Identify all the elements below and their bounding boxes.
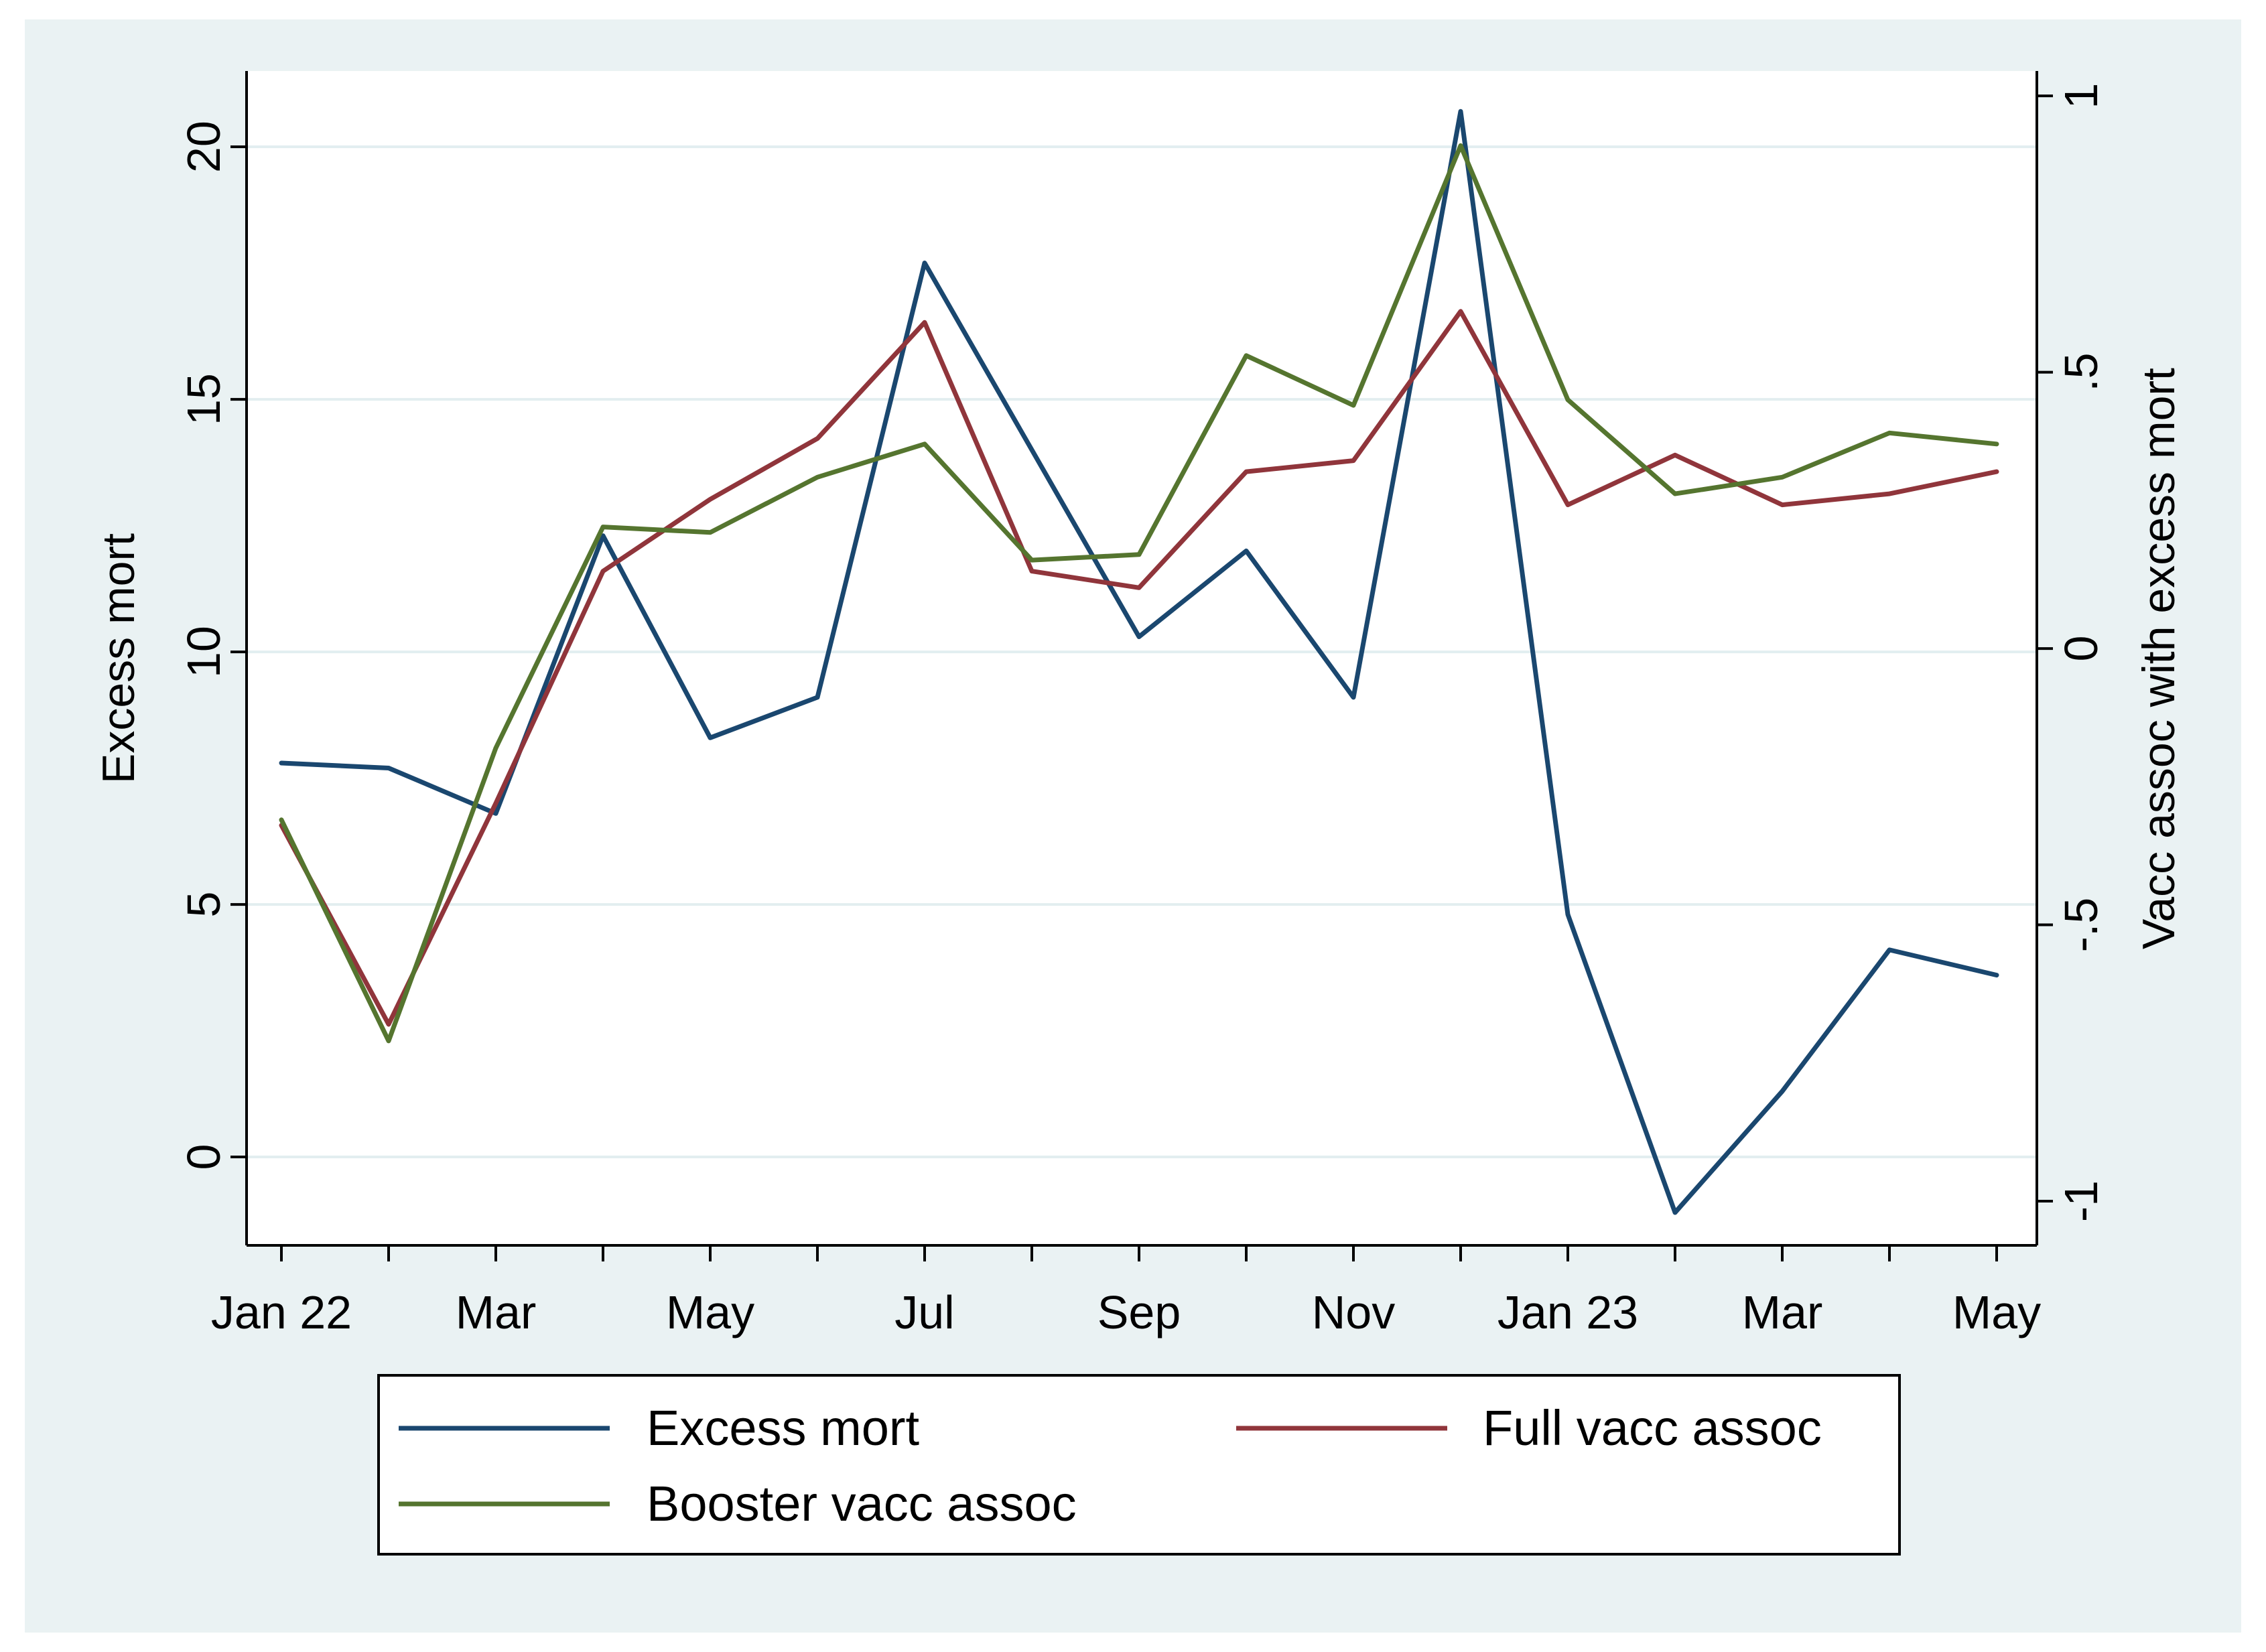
- x-tick-label: Jan 23: [1497, 1286, 1638, 1338]
- y-right-tick-label: 1: [2055, 83, 2107, 109]
- legend: Excess mort Full vacc assoc Booster vacc…: [377, 1374, 1901, 1556]
- legend-label-booster-vacc-assoc: Booster vacc assoc: [647, 1476, 1077, 1531]
- series-line-excess-mort: [279, 109, 1999, 1215]
- y-axis-right-title: Vacc assoc with excess mort: [2133, 368, 2184, 949]
- y-left-tick-label: 0: [178, 1144, 230, 1170]
- plot-area: [247, 71, 2037, 1245]
- x-tick-label: Sep: [1097, 1286, 1181, 1338]
- series-lines: [279, 109, 1999, 1215]
- y-left-tick-label: 10: [178, 626, 230, 678]
- series-line-booster-vacc-assoc: [279, 143, 1999, 1044]
- x-tick-label: Jan 22: [211, 1286, 352, 1338]
- legend-box: [377, 1374, 1901, 1556]
- y-right-tick-label: -1: [2055, 1180, 2107, 1222]
- y-left-tick-label: 15: [178, 373, 230, 425]
- y-right-tick-label: .5: [2055, 352, 2107, 391]
- x-tick-label: Mar: [1742, 1286, 1823, 1338]
- ticks: 0 5 10 15 20 -1 -.5 0 .5 1 Jan 22 Mar May Jul Sep Nov Ja…: [178, 83, 2107, 1338]
- y-axis-left-title: Excess mort: [93, 533, 144, 784]
- x-tick-label: Jul: [894, 1286, 954, 1338]
- y-left-tick-label: 5: [178, 892, 230, 918]
- legend-label-full-vacc-assoc: Full vacc assoc: [1483, 1400, 1822, 1456]
- x-tick-label: May: [1952, 1286, 2041, 1338]
- y-right-tick-label: 0: [2055, 636, 2107, 662]
- series-line-full-vacc-assoc: [279, 309, 1999, 1027]
- axes: [245, 71, 2038, 1247]
- legend-label-excess-mort: Excess mort: [647, 1400, 920, 1456]
- x-tick-label: Mar: [456, 1286, 537, 1338]
- x-tick-label: May: [666, 1286, 754, 1338]
- gridlines: [247, 145, 2037, 1159]
- y-left-tick-label: 20: [178, 121, 230, 173]
- x-tick-label: Nov: [1312, 1286, 1395, 1338]
- y-right-tick-label: -.5: [2055, 898, 2107, 953]
